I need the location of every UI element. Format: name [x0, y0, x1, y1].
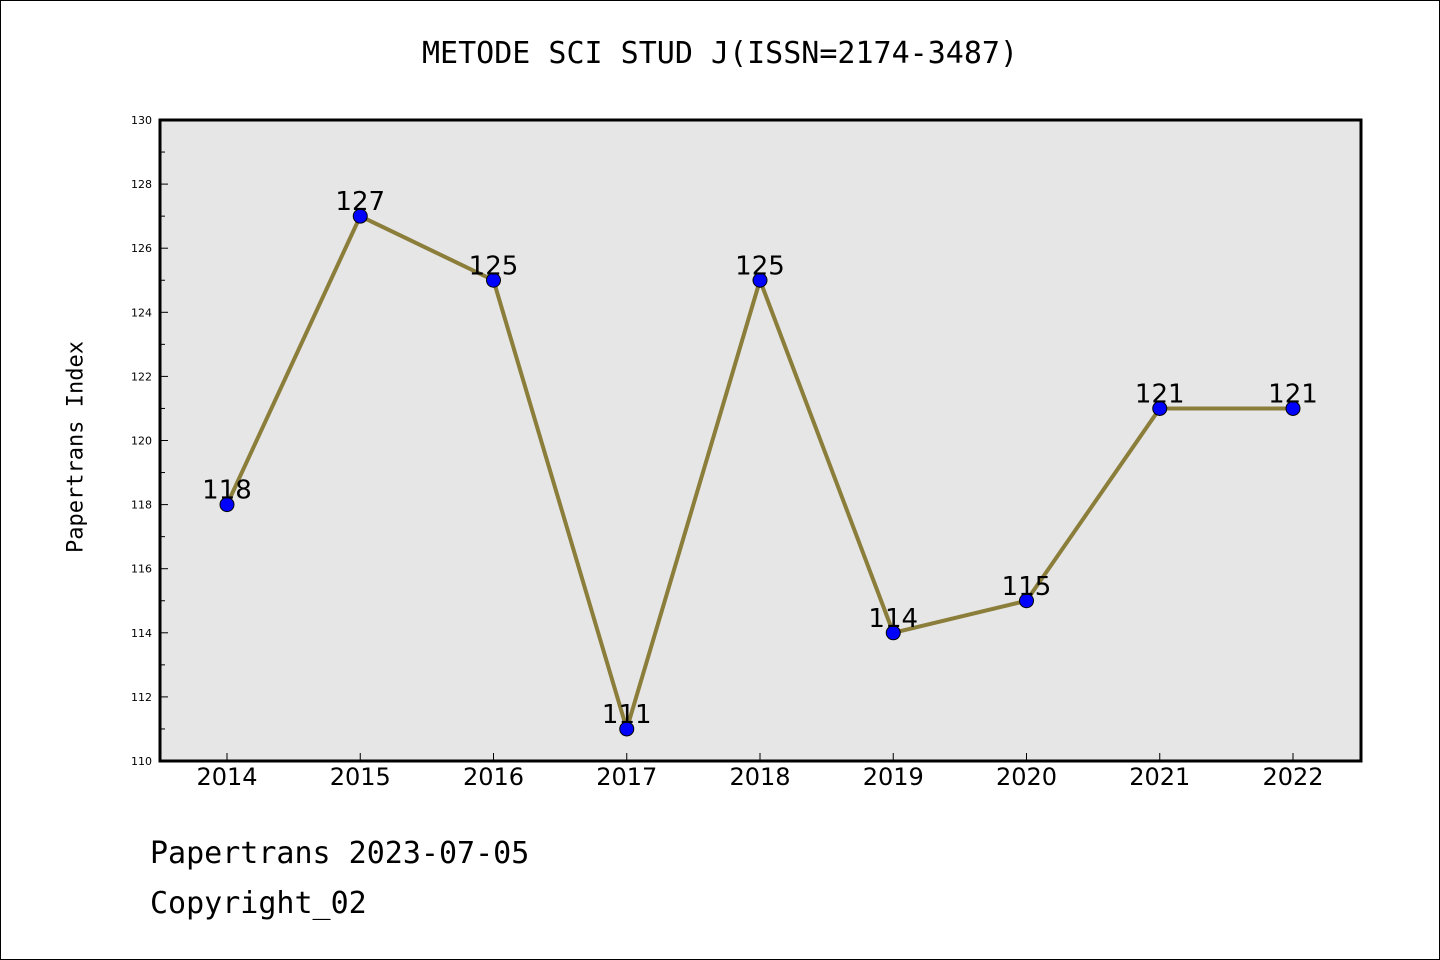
data-point-2018 — [752, 272, 768, 288]
y-tick-label: 114 — [131, 627, 152, 640]
y-tick-label: 130 — [131, 114, 152, 127]
x-axis: 2014 2015 2016 2017 2018 2019 2020 2021 2022 — [196, 753, 1324, 791]
footer-date: Papertrans 2023-07-05 — [150, 836, 530, 871]
y-tick-label: 110 — [131, 755, 152, 768]
data-label-2022: 121 — [1268, 379, 1318, 409]
data-point-2014 — [219, 497, 235, 513]
data-label-2019: 114 — [868, 604, 918, 634]
x-tick-label: 2020 — [996, 763, 1057, 791]
x-tick-label: 2018 — [729, 763, 790, 791]
x-tick-label: 2019 — [863, 763, 924, 791]
y-tick-label: 126 — [131, 242, 152, 255]
plot-area — [158, 118, 1363, 763]
data-label-2015: 127 — [335, 187, 385, 217]
x-tick-label: 2017 — [596, 763, 657, 791]
data-point-2017 — [619, 721, 635, 737]
x-tick-label: 2021 — [1129, 763, 1190, 791]
data-point-2021 — [1152, 400, 1168, 416]
data-point-2022 — [1285, 400, 1301, 416]
y-tick-label: 122 — [131, 370, 152, 383]
data-label-2016: 125 — [469, 251, 519, 281]
data-markers — [219, 208, 1301, 737]
y-tick-label: 124 — [131, 306, 152, 319]
x-tick-label: 2014 — [196, 763, 257, 791]
y-tick-label: 120 — [131, 435, 152, 448]
x-tick-label: 2016 — [463, 763, 524, 791]
y-tick-label: 116 — [131, 563, 152, 576]
data-point-2016 — [486, 272, 501, 288]
data-labels: 118 127 125 111 125 114 115 121 121 — [202, 187, 1318, 730]
data-label-2018: 125 — [735, 251, 785, 281]
data-point-2015 — [352, 208, 368, 224]
data-label-2014: 118 — [202, 476, 252, 506]
x-tick-label: 2022 — [1262, 763, 1323, 791]
data-label-2021: 121 — [1135, 379, 1185, 409]
data-label-2020: 115 — [1002, 572, 1052, 602]
y-axis: 110 112 114 116 118 120 122 124 126 128 130 — [131, 114, 168, 768]
chart-title: METODE SCI STUD J(ISSN=2174-3487) — [421, 36, 1019, 71]
y-tick-label: 128 — [131, 178, 152, 191]
y-tick-label: 118 — [131, 499, 152, 512]
x-tick-label: 2015 — [330, 763, 391, 791]
data-label-2017: 111 — [602, 700, 652, 730]
data-point-2020 — [1019, 593, 1034, 609]
data-point-2019 — [885, 625, 901, 641]
y-tick-label: 112 — [131, 691, 152, 704]
footer-copyright: Copyright_02 — [150, 886, 367, 921]
